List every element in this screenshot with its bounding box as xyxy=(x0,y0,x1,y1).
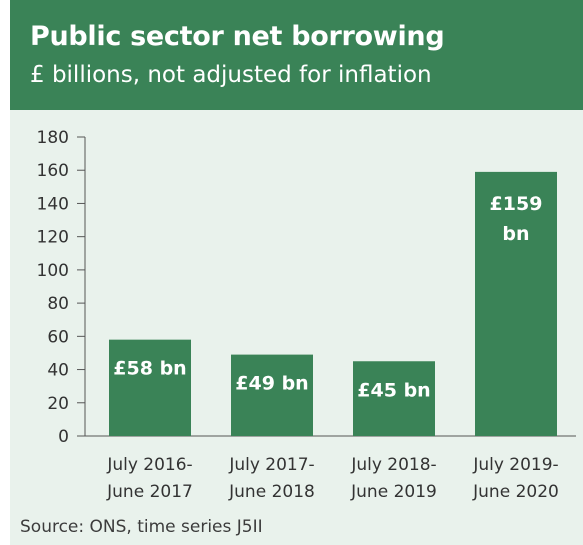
chart-subtitle: £ billions, not adjusted for inflation xyxy=(30,62,432,88)
y-tick-label: 80 xyxy=(47,294,69,314)
x-category-label: June 2019 xyxy=(350,482,437,502)
y-tick-label: 40 xyxy=(47,361,69,381)
bar-data-label: £58 bn xyxy=(113,358,186,380)
x-category-label: July 2018- xyxy=(350,455,436,475)
bar-data-label: £45 bn xyxy=(357,379,430,401)
bar xyxy=(475,171,557,436)
bar-data-label: bn xyxy=(502,223,529,245)
chart-header: Public sector net borrowing £ billions, … xyxy=(10,0,583,110)
bar-data-label: £159 xyxy=(490,193,543,215)
x-category-label: July 2017- xyxy=(228,455,314,475)
x-category-label: June 2017 xyxy=(106,482,193,502)
y-tick-label: 0 xyxy=(58,427,69,447)
source-note: Source: ONS, time series J5II xyxy=(20,517,263,537)
x-category-label: June 2018 xyxy=(228,482,315,502)
y-tick-label: 140 xyxy=(37,194,69,214)
bar xyxy=(109,339,191,436)
y-tick-label: 160 xyxy=(37,161,69,181)
y-tick-label: 60 xyxy=(47,327,69,347)
chart-title: Public sector net borrowing xyxy=(30,21,445,52)
y-tick-label: 180 xyxy=(37,128,69,148)
y-tick-label: 100 xyxy=(37,261,69,281)
x-category-label: July 2016- xyxy=(106,455,192,475)
y-tick-label: 20 xyxy=(47,394,69,414)
bar xyxy=(231,354,313,436)
bar-data-label: £49 bn xyxy=(235,373,308,395)
y-tick-label: 120 xyxy=(37,228,69,248)
x-category-label: July 2019- xyxy=(472,455,558,475)
x-category-label: June 2020 xyxy=(472,482,559,502)
bar xyxy=(353,361,435,436)
